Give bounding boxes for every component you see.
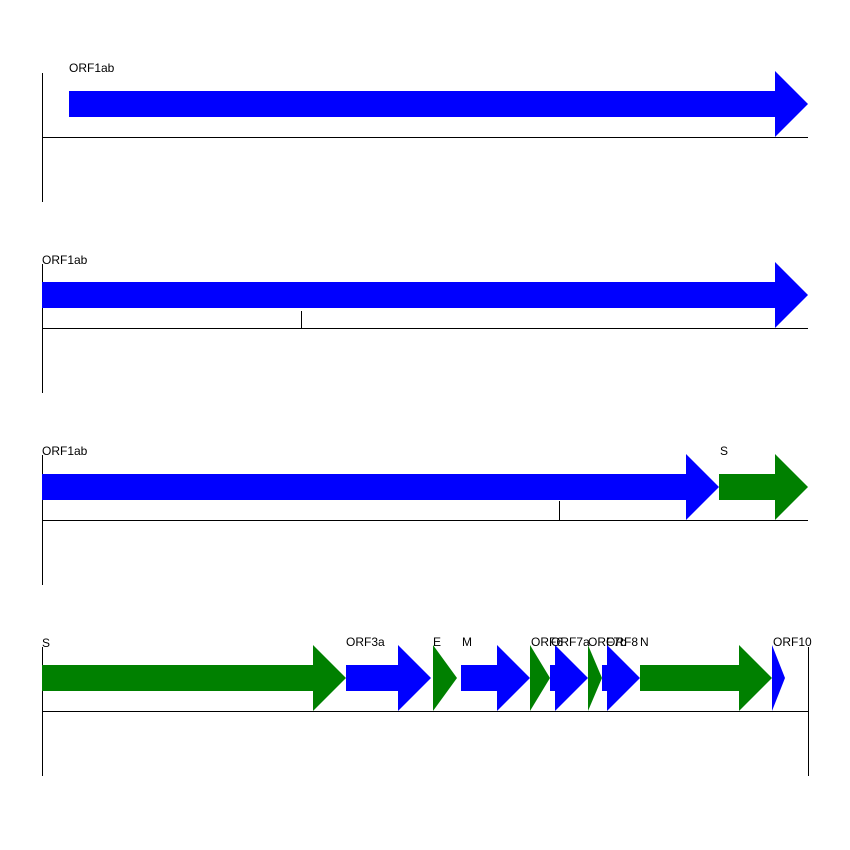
gene-label-m: M [462,635,472,649]
gene-arrow-orf8 [602,645,640,711]
gene-label-orf10: ORF10 [773,635,812,649]
track-row-1: ORF1ab [42,61,808,202]
gene-arrow-orf10 [772,645,785,711]
gene-label-orf8: ORF8 [606,635,638,649]
gene-arrow-n [640,645,772,711]
gene-arrow-s [719,454,808,520]
gene-label-orf1ab: ORF1ab [69,61,115,75]
gene-arrow-orf1ab [42,454,719,520]
gene-arrow-orf7b [588,645,602,711]
gene-label-orf1ab: ORF1ab [42,444,88,458]
track-row-2: ORF1ab [42,253,808,393]
gene-arrow-orf1ab [42,262,808,328]
gene-arrow-orf6 [530,645,550,711]
gene-label-s: S [42,636,50,650]
gene-label-orf1ab: ORF1ab [42,253,88,267]
gene-label-e: E [433,635,441,649]
gene-arrow-m [461,645,530,711]
gene-label-orf7a: ORF7a [551,635,590,649]
gene-arrow-s [42,645,346,711]
track-row-3: ORF1ab S [42,444,808,585]
gene-label-n: N [640,635,649,649]
gene-arrow-orf1ab [69,71,808,137]
gene-arrow-orf7a [550,645,588,711]
gene-label-orf7b: ORF7b [588,635,627,649]
gene-label-orf3a: ORF3a [346,635,385,649]
gene-arrow-e [433,645,457,711]
gene-label-s: S [720,444,728,458]
gene-arrow-orf3a [346,645,431,711]
